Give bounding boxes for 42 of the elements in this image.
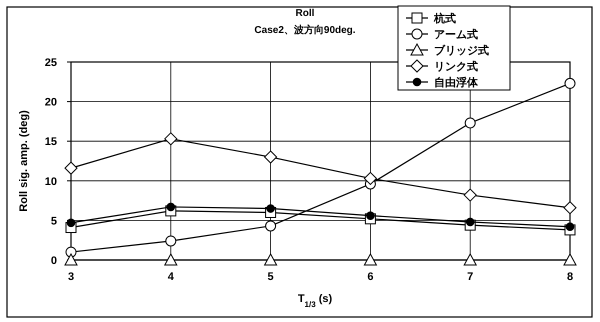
y-tick-label: 20 xyxy=(44,96,57,109)
point xyxy=(366,211,375,220)
legend-label: ブリッジ式 xyxy=(434,44,489,57)
point xyxy=(464,254,477,266)
chart-subtitle: Case2、波方向90deg. xyxy=(254,24,356,36)
point xyxy=(166,202,176,212)
x-tick-label: 7 xyxy=(467,271,474,283)
point xyxy=(564,201,576,214)
y-axis-title: Roll sig. amp. (deg) xyxy=(18,110,30,212)
point xyxy=(364,254,377,266)
legend-label: リンク式 xyxy=(434,60,478,73)
point xyxy=(264,254,278,266)
chart-title: Roll xyxy=(296,8,315,19)
y-tick-label: 5 xyxy=(50,215,57,228)
point xyxy=(165,235,176,246)
x-axis-title: T$_{1/3}$ (s) xyxy=(298,293,333,308)
y-tick-label: 0 xyxy=(50,255,57,267)
point xyxy=(464,117,476,128)
point xyxy=(164,132,178,146)
legend-label: アーム式 xyxy=(434,28,478,41)
legend-label: 杭式 xyxy=(433,12,456,25)
point xyxy=(264,150,278,164)
point xyxy=(266,204,275,213)
point xyxy=(464,188,477,202)
y-tick-label: 15 xyxy=(44,136,57,148)
x-tick-label: 4 xyxy=(168,271,175,283)
x-tick-label: 3 xyxy=(68,271,74,283)
point xyxy=(64,162,78,175)
point xyxy=(564,78,576,89)
point xyxy=(265,220,276,232)
y-tick-label: 10 xyxy=(44,176,57,188)
point xyxy=(364,172,377,185)
y-tick-label: 25 xyxy=(44,57,57,69)
legend-label: 自由浮体 xyxy=(434,76,479,89)
point xyxy=(66,218,76,228)
x-tick-label: 8 xyxy=(566,271,574,283)
point xyxy=(566,222,574,232)
point xyxy=(466,218,474,226)
x-tick-label: 6 xyxy=(367,271,374,283)
x-tick-label: 5 xyxy=(268,271,274,283)
point xyxy=(164,254,178,266)
point xyxy=(564,254,576,266)
